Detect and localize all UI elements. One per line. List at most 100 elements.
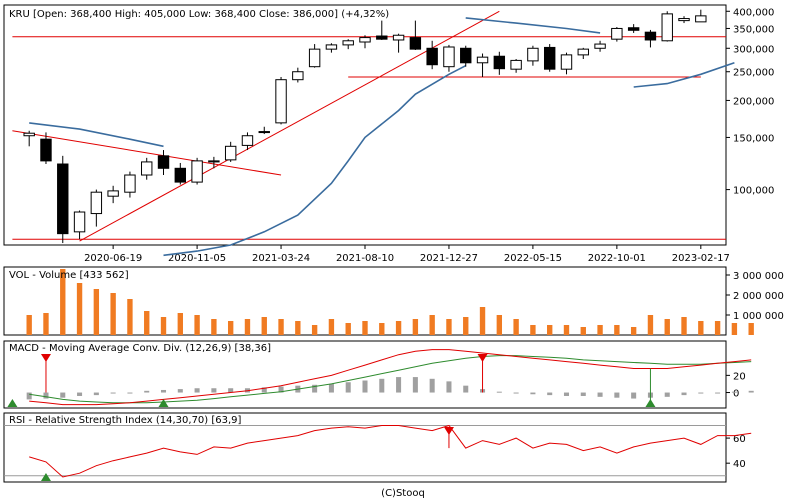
macd-signal-line: [29, 355, 752, 404]
macd-tick-label: 20: [733, 371, 746, 382]
candle-up: [611, 27, 623, 40]
macd-histogram-bar: [715, 392, 721, 394]
candle-up: [342, 40, 354, 46]
volume-bar: [43, 313, 49, 335]
volume-bar: [110, 293, 116, 335]
macd-histogram-bar: [328, 383, 334, 393]
macd-buy-marker: [645, 399, 656, 407]
candle-up: [678, 18, 690, 22]
date-tick-label: 2022-05-15: [504, 253, 562, 264]
macd-histogram-bar: [312, 384, 318, 393]
volume-bar: [76, 283, 83, 335]
volume-bar: [328, 319, 335, 335]
macd-histogram-bar: [631, 392, 637, 399]
volume-bar: [647, 315, 654, 335]
date-tick-label: 2022-10-01: [588, 253, 646, 264]
candle-down: [40, 138, 52, 162]
date-tick-label: 2023-02-17: [672, 253, 730, 264]
date-tick-label: 2021-03-24: [252, 253, 310, 264]
macd-histogram-bar: [160, 389, 167, 393]
macd-line: [29, 349, 752, 406]
volume-bar: [748, 323, 754, 335]
macd-histogram-bar: [379, 378, 385, 393]
candle-down: [174, 167, 187, 183]
macd-histogram-bar: [681, 392, 687, 396]
macd-panel: 20 0: [3, 340, 754, 409]
macd-sell-marker: [477, 354, 488, 362]
candle-up: [258, 131, 270, 134]
candle-up: [241, 135, 254, 146]
volume-tick-label: 2 000 000: [733, 291, 784, 302]
macd-title: MACD - Moving Average Conv. Div. (12,26,…: [9, 343, 271, 354]
candle-up: [308, 48, 321, 68]
volume-bar: [261, 317, 267, 335]
macd-histogram-bar: [77, 392, 83, 396]
price-tick-label: 150,000: [733, 133, 774, 144]
volume-bar: [362, 321, 368, 335]
volume-bar: [563, 325, 570, 335]
macd-histogram-bar: [261, 387, 267, 393]
volume-bar: [345, 323, 351, 335]
moving-average-ma_right: [633, 62, 735, 88]
volume-bar: [614, 325, 620, 335]
price-tick-label: 400,000: [733, 7, 774, 18]
macd-histogram-bar: [463, 385, 469, 393]
macd-histogram-bar: [345, 382, 351, 393]
macd-histogram-bar: [110, 392, 116, 394]
volume-bar: [714, 321, 721, 335]
date-tick-label: 2021-08-10: [336, 253, 394, 264]
price-tick-label: 100,000: [733, 186, 774, 197]
rsi-frame: [3, 412, 727, 483]
volume-panel: 3 000 000 2 000 000 1 000 000: [3, 266, 784, 336]
candle-down: [426, 47, 438, 66]
rsi-panel: 60 40: [3, 412, 752, 483]
macd-histogram-bar: [278, 386, 284, 393]
candle-up: [560, 54, 573, 70]
candle-down: [627, 27, 640, 31]
volume-bar: [530, 325, 536, 335]
candle-up: [275, 79, 287, 124]
candle-up: [510, 59, 522, 70]
macd-histogram-bar: [614, 392, 620, 398]
price-tick-label: 200,000: [733, 96, 774, 107]
macd-buy-marker: [158, 399, 169, 407]
volume-bar: [244, 319, 251, 335]
macd-histogram-bar: [412, 377, 418, 393]
price-title: KRU [Open: 368,400 High: 405,000 Low: 36…: [9, 9, 389, 20]
volume-bar: [513, 319, 519, 335]
macd-histogram-bar: [228, 388, 234, 393]
macd-histogram-bar: [211, 388, 217, 393]
macd-histogram-bar: [597, 392, 603, 397]
candle-down: [409, 37, 422, 50]
volume-bar: [311, 325, 318, 335]
macd-tick-label: 0: [733, 389, 739, 400]
volume-bar: [160, 317, 167, 335]
volume-bar: [144, 311, 150, 335]
rsi-sell-marker: [443, 427, 454, 435]
volume-bar: [60, 269, 66, 335]
volume-bar: [580, 327, 586, 335]
candle-up: [392, 34, 405, 41]
rsi-tick-label: 60: [733, 434, 746, 445]
date-tick-label: 2020-06-19: [84, 253, 142, 264]
macd-histogram-bar: [177, 389, 183, 393]
copyright-footer: (C)Stooq: [381, 488, 425, 499]
date-tick-label: 2020-11-05: [168, 253, 226, 264]
moving-average-ma_upper_left: [29, 122, 164, 148]
volume-bar: [547, 325, 553, 335]
price-tick-label: 350,000: [733, 24, 774, 35]
volume-bar: [194, 315, 200, 335]
macd-histogram-bar: [43, 392, 49, 399]
volume-bar: [731, 323, 738, 335]
volume-bar: [278, 319, 284, 335]
candle-up: [23, 132, 35, 137]
volume-bar: [395, 321, 402, 335]
macd-histogram-bar: [429, 378, 435, 393]
volume-bar: [26, 315, 32, 335]
candle-up: [359, 37, 371, 43]
candle-up: [476, 56, 489, 64]
candle-up: [695, 15, 707, 23]
candle-up: [107, 190, 119, 197]
